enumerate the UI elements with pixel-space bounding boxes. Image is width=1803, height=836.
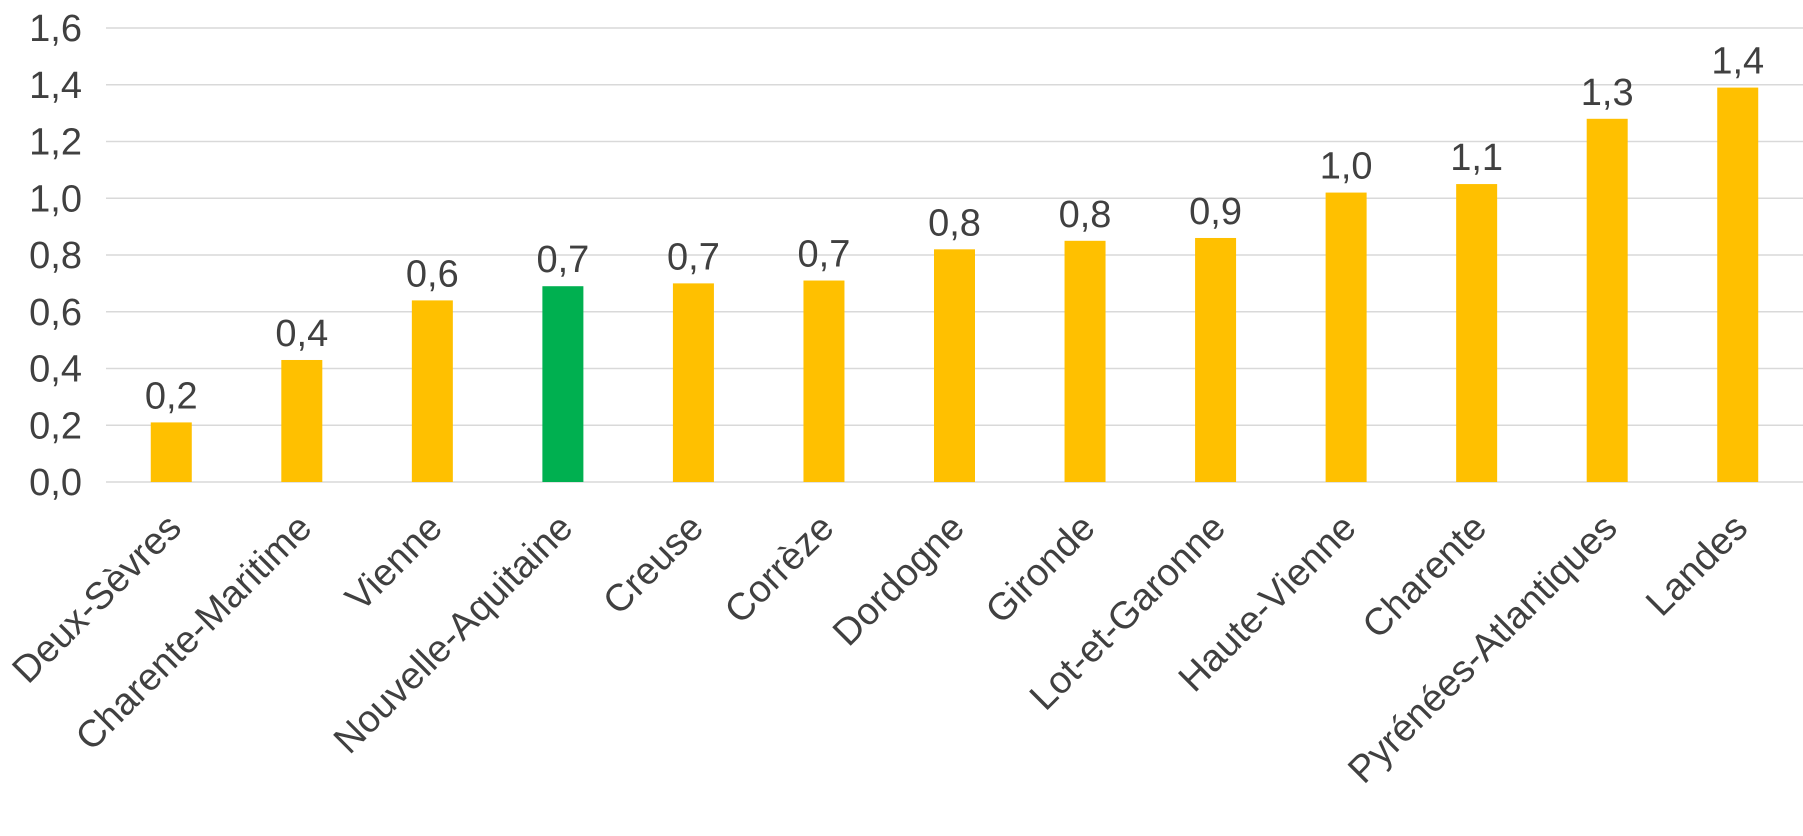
x-category-label: Landes xyxy=(1638,507,1756,625)
y-tick-label: 0,2 xyxy=(29,405,82,447)
bars xyxy=(150,87,1759,483)
x-category-label: Vienne xyxy=(338,507,451,620)
data-label: 0,8 xyxy=(1059,194,1112,236)
data-label: 0,7 xyxy=(667,236,720,278)
bar xyxy=(1195,237,1237,482)
y-tick-label: 1,6 xyxy=(29,8,82,50)
y-tick-label: 1,2 xyxy=(29,122,82,164)
x-category-label: Nouvelle-Aquitaine xyxy=(326,507,581,762)
data-label: 0,7 xyxy=(536,239,589,281)
x-category-label: Charente xyxy=(1355,507,1495,647)
bar xyxy=(1325,192,1367,482)
data-label: 1,1 xyxy=(1450,137,1503,179)
x-category-label: Creuse xyxy=(595,507,711,623)
x-category-label: Charente-Maritime xyxy=(68,507,320,759)
y-tick-label: 1,0 xyxy=(29,178,82,220)
y-tick-label: 1,4 xyxy=(29,65,82,107)
data-label: 0,7 xyxy=(798,234,851,276)
data-label: 0,6 xyxy=(406,253,459,295)
bar xyxy=(1064,240,1106,482)
bar xyxy=(1586,118,1628,483)
bar xyxy=(1456,184,1498,482)
data-label: 0,8 xyxy=(928,202,981,244)
data-label: 0,2 xyxy=(145,375,198,417)
bar xyxy=(803,280,845,482)
data-label: 1,4 xyxy=(1711,41,1764,83)
data-label: 0,4 xyxy=(275,313,328,355)
y-tick-label: 0,6 xyxy=(29,292,82,334)
data-labels: 0,2 0,4 0,6 0,7 0,7 0,7 0,8 0,8 0,9 1,0 1,1 1,3 1,4 xyxy=(145,41,1764,418)
bar xyxy=(672,283,714,482)
x-category-label: Gironde xyxy=(978,507,1103,632)
x-category-label: Pyrénées-Atlantiques xyxy=(1340,507,1625,792)
bar xyxy=(542,286,584,482)
data-label: 1,0 xyxy=(1320,146,1373,188)
y-axis-ticks: 0,0 0,2 0,4 0,6 0,8 1,0 1,2 1,4 1,6 xyxy=(29,8,82,504)
y-tick-label: 0,4 xyxy=(29,349,82,391)
x-category-label: Dordogne xyxy=(825,507,973,655)
y-tick-label: 0,0 xyxy=(29,462,82,504)
data-label: 0,9 xyxy=(1189,191,1242,233)
bar xyxy=(1717,87,1759,483)
bar xyxy=(411,300,453,482)
bar xyxy=(934,249,975,482)
x-category-label: Corrèze xyxy=(717,507,842,632)
bar xyxy=(281,359,323,482)
y-tick-label: 0,8 xyxy=(29,235,82,277)
bar xyxy=(150,422,192,482)
data-label: 1,3 xyxy=(1581,72,1634,114)
